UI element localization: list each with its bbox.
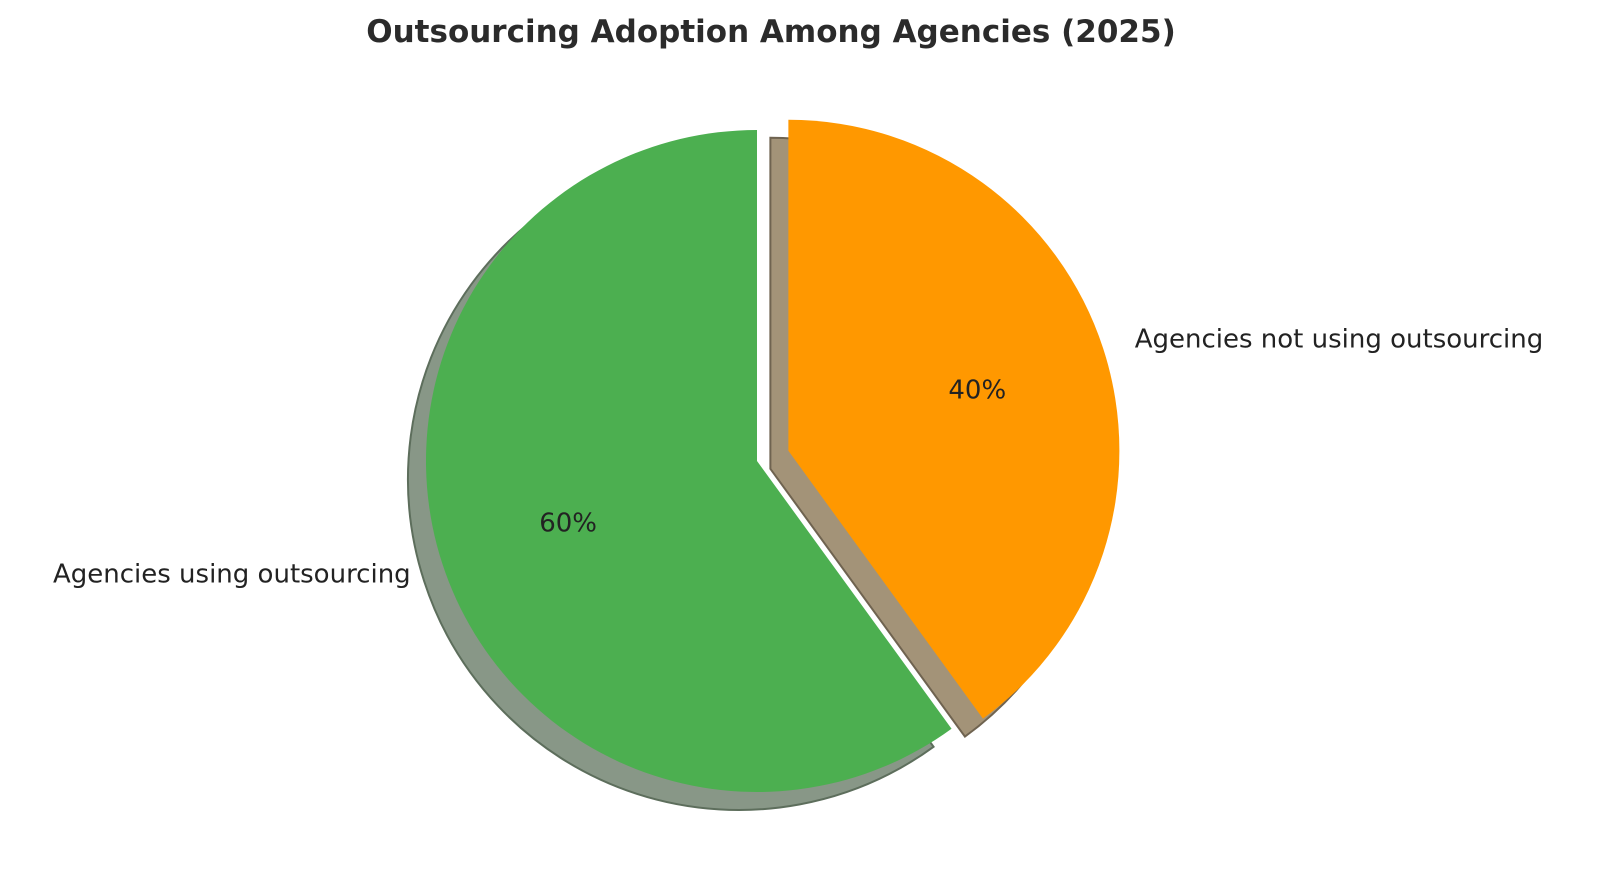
slice-layer [425,119,1120,793]
label-layer: Agencies using outsourcing 60% Agencies no… [53,324,1543,589]
slice-agencies-using-outsourcing [425,130,952,793]
chart-title: Outsourcing Adoption Among Agencies (202… [366,14,1175,50]
slice-label-agencies-not-using-outsourcing: Agencies not using outsourcing [1135,324,1544,354]
slice-percent-agencies-not-using-outsourcing: 40% [948,375,1006,405]
slice-agencies-not-using-outsourcing [788,119,1120,719]
slice-label-agencies-using-outsourcing: Agencies using outsourcing [53,560,411,590]
slice-percent-agencies-using-outsourcing: 60% [539,508,597,538]
